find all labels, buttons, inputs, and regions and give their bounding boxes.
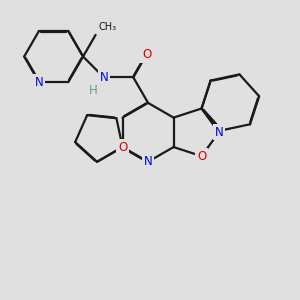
Text: N: N xyxy=(214,126,223,139)
Text: O: O xyxy=(142,48,151,61)
Text: N: N xyxy=(100,71,108,84)
Text: O: O xyxy=(197,150,206,163)
Text: N: N xyxy=(144,155,152,168)
Text: O: O xyxy=(118,141,127,154)
Text: H: H xyxy=(89,84,98,97)
Text: N: N xyxy=(34,76,43,88)
Text: CH₃: CH₃ xyxy=(98,22,117,32)
